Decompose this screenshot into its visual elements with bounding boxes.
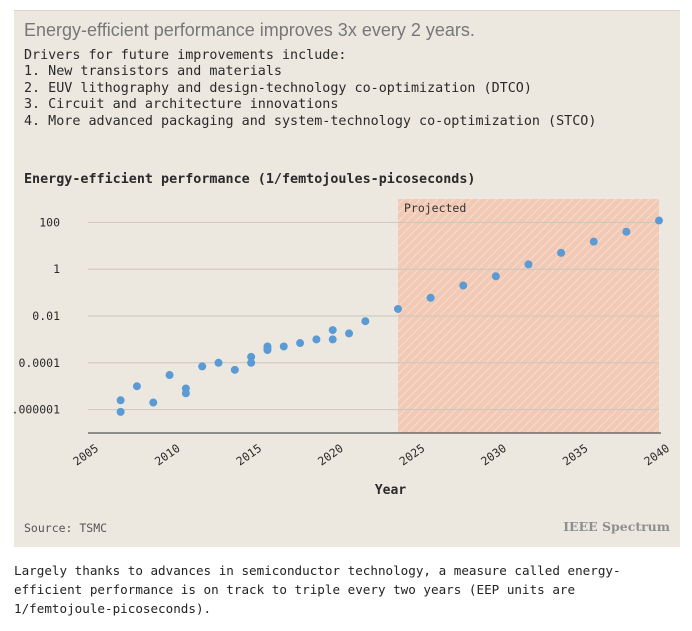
drivers-list: Drivers for future improvements include:…: [24, 48, 596, 130]
data-point: [149, 398, 158, 407]
driver-item-1: 1. New transistors and materials: [24, 64, 282, 80]
data-point: [393, 304, 402, 313]
data-point: [589, 237, 598, 246]
data-point: [328, 335, 337, 344]
x-axis-label: Year: [375, 483, 406, 498]
data-point: [247, 358, 256, 367]
data-point: [524, 260, 533, 269]
data-point: [312, 335, 321, 344]
scatter-plot: Projected 0.000001 0.0001 0.01 1 100 2005 2010 2…: [14, 199, 672, 498]
data-point: [214, 358, 223, 367]
driver-item-2: 2. EUV lithography and design-technology…: [24, 80, 532, 96]
data-point: [361, 317, 370, 326]
x-tick-label: 2040: [641, 441, 672, 468]
projected-label: Projected: [404, 201, 466, 215]
driver-item-4: 4. More advanced packaging and system-te…: [24, 113, 597, 129]
data-point: [557, 248, 566, 257]
x-tick-label: 2020: [315, 441, 346, 468]
data-point: [296, 339, 305, 348]
y-tick-label: 1: [53, 262, 60, 276]
data-point: [230, 365, 239, 374]
data-point: [622, 227, 631, 236]
data-point: [116, 396, 125, 405]
y-tick-label: 0.000001: [14, 403, 60, 417]
data-point: [181, 389, 190, 398]
chart-card: Energy-efficient performance improves 3x…: [14, 10, 680, 547]
data-point: [263, 346, 272, 355]
y-tick-label: 100: [39, 215, 60, 229]
data-point: [491, 272, 500, 281]
data-point: [165, 371, 174, 380]
headline: Energy-efficient performance improves 3x…: [24, 20, 475, 40]
driver-item-3: 3. Circuit and architecture innovations: [24, 97, 339, 113]
figure-caption: Largely thanks to advances in semiconduc…: [14, 563, 621, 616]
ieee-spectrum-logo: IEEE Spectrum: [563, 519, 670, 534]
data-point: [132, 382, 141, 391]
drivers-intro: Drivers for future improvements include:: [24, 48, 347, 63]
y-tick-label: 0.0001: [18, 356, 60, 370]
data-point: [198, 362, 207, 371]
x-tick-label: 2035: [560, 441, 591, 468]
data-point: [426, 293, 435, 302]
x-tick-label: 2025: [397, 441, 428, 468]
data-point: [279, 342, 288, 351]
data-point: [655, 216, 663, 225]
data-point: [345, 329, 354, 338]
data-point: [247, 352, 256, 361]
data-point: [116, 407, 125, 416]
x-tick-label: 2015: [233, 441, 264, 468]
x-tick-label: 2005: [70, 441, 101, 468]
y-tick-label: 0.01: [32, 309, 60, 323]
chart-title: Energy-efficient performance (1/femtojou…: [24, 172, 476, 187]
x-tick-label: 2010: [152, 441, 183, 468]
data-point: [328, 326, 337, 335]
x-tick-label: 2030: [478, 441, 509, 468]
data-point: [459, 281, 468, 290]
source-note: Source: TSMC: [24, 521, 108, 535]
